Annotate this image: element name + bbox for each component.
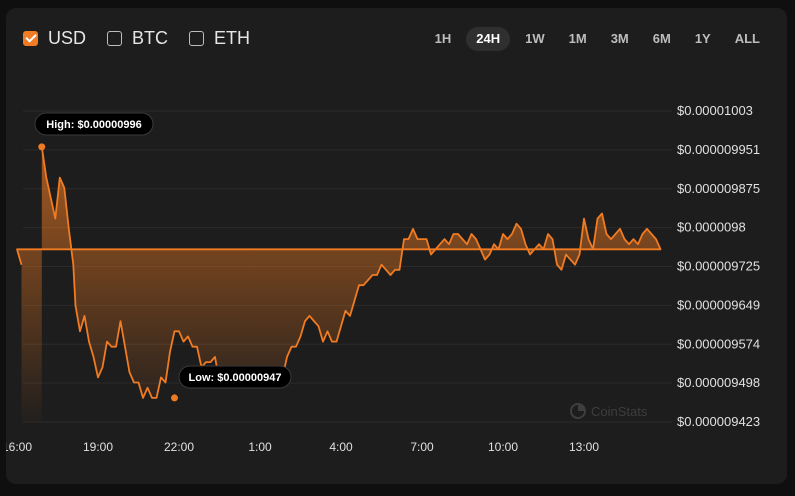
x-tick-label: 4:00 — [329, 440, 353, 454]
currency-label-btc: BTC — [132, 28, 169, 48]
range-button-3m[interactable]: 3M — [610, 31, 629, 46]
usd-checkbox[interactable] — [23, 31, 38, 46]
y-tick-label: $0.000009725 — [677, 259, 760, 274]
y-tick-label: $0.000009498 — [677, 375, 760, 390]
y-tick-label: $0.0000098 — [677, 220, 746, 235]
price-area-chart[interactable]: $0.00001003 $0.000009951 $0.000009875 $0.00… — [6, 8, 787, 484]
currency-option-usd[interactable]: USD — [23, 28, 86, 49]
time-range-selector: 1H 24H 1W 1M 3M 6M 1Y ALL — [420, 27, 769, 51]
y-tick-label: $0.000009649 — [677, 297, 760, 312]
range-button-1y[interactable]: 1Y — [694, 31, 711, 46]
range-button-1h[interactable]: 1H — [434, 31, 452, 46]
coinstats-watermark: CoinStats — [570, 403, 648, 419]
currency-label-usd: USD — [48, 28, 87, 48]
price-area-fill — [17, 146, 661, 422]
low-marker: Low: $0.00000947 — [171, 365, 292, 402]
btc-checkbox[interactable] — [107, 31, 123, 46]
high-marker-dot — [38, 143, 46, 151]
x-tick-label: 19:00 — [83, 440, 113, 454]
currency-option-eth[interactable]: ETH — [189, 28, 250, 49]
range-button-all[interactable]: ALL — [734, 31, 760, 46]
y-tick-label: $0.000009951 — [677, 142, 760, 157]
y-tick-label: $0.000009574 — [677, 336, 760, 351]
currency-label-eth: ETH — [214, 28, 251, 48]
high-marker-bubble — [34, 112, 154, 136]
y-tick-label: $0.000009875 — [677, 181, 760, 196]
range-button-24h[interactable]: 24H — [466, 27, 511, 51]
high-marker-label: High: $0.00000996 — [46, 119, 141, 131]
range-button-1m[interactable]: 1M — [568, 31, 587, 46]
x-tick-label: 10:00 — [488, 440, 518, 454]
x-tick-label: 1:00 — [248, 440, 272, 454]
range-button-1w[interactable]: 1W — [525, 31, 545, 46]
x-tick-label: 22:00 — [164, 440, 194, 454]
high-marker: High: $0.00000996 — [34, 112, 154, 151]
price-line — [16, 146, 662, 399]
watermark-text: CoinStats — [591, 404, 648, 419]
y-tick-label: $0.00001003 — [677, 103, 753, 118]
low-marker-label: Low: $0.00000947 — [189, 372, 282, 384]
x-tick-label: 7:00 — [410, 440, 434, 454]
range-button-6m[interactable]: 6M — [652, 31, 671, 46]
x-tick-label: 13:00 — [569, 440, 599, 454]
low-marker-bubble — [178, 365, 292, 389]
x-tick-label: 16:00 — [6, 440, 32, 454]
low-marker-dot — [171, 394, 178, 402]
currency-selector: USD BTC ETH — [23, 28, 271, 49]
currency-option-btc[interactable]: BTC — [107, 28, 168, 49]
eth-checkbox[interactable] — [189, 31, 205, 46]
price-chart-card: USD BTC ETH 1H 24H 1W 1M 3M 6M 1Y ALL $0… — [6, 8, 787, 484]
y-tick-label: $0.000009423 — [677, 414, 760, 429]
